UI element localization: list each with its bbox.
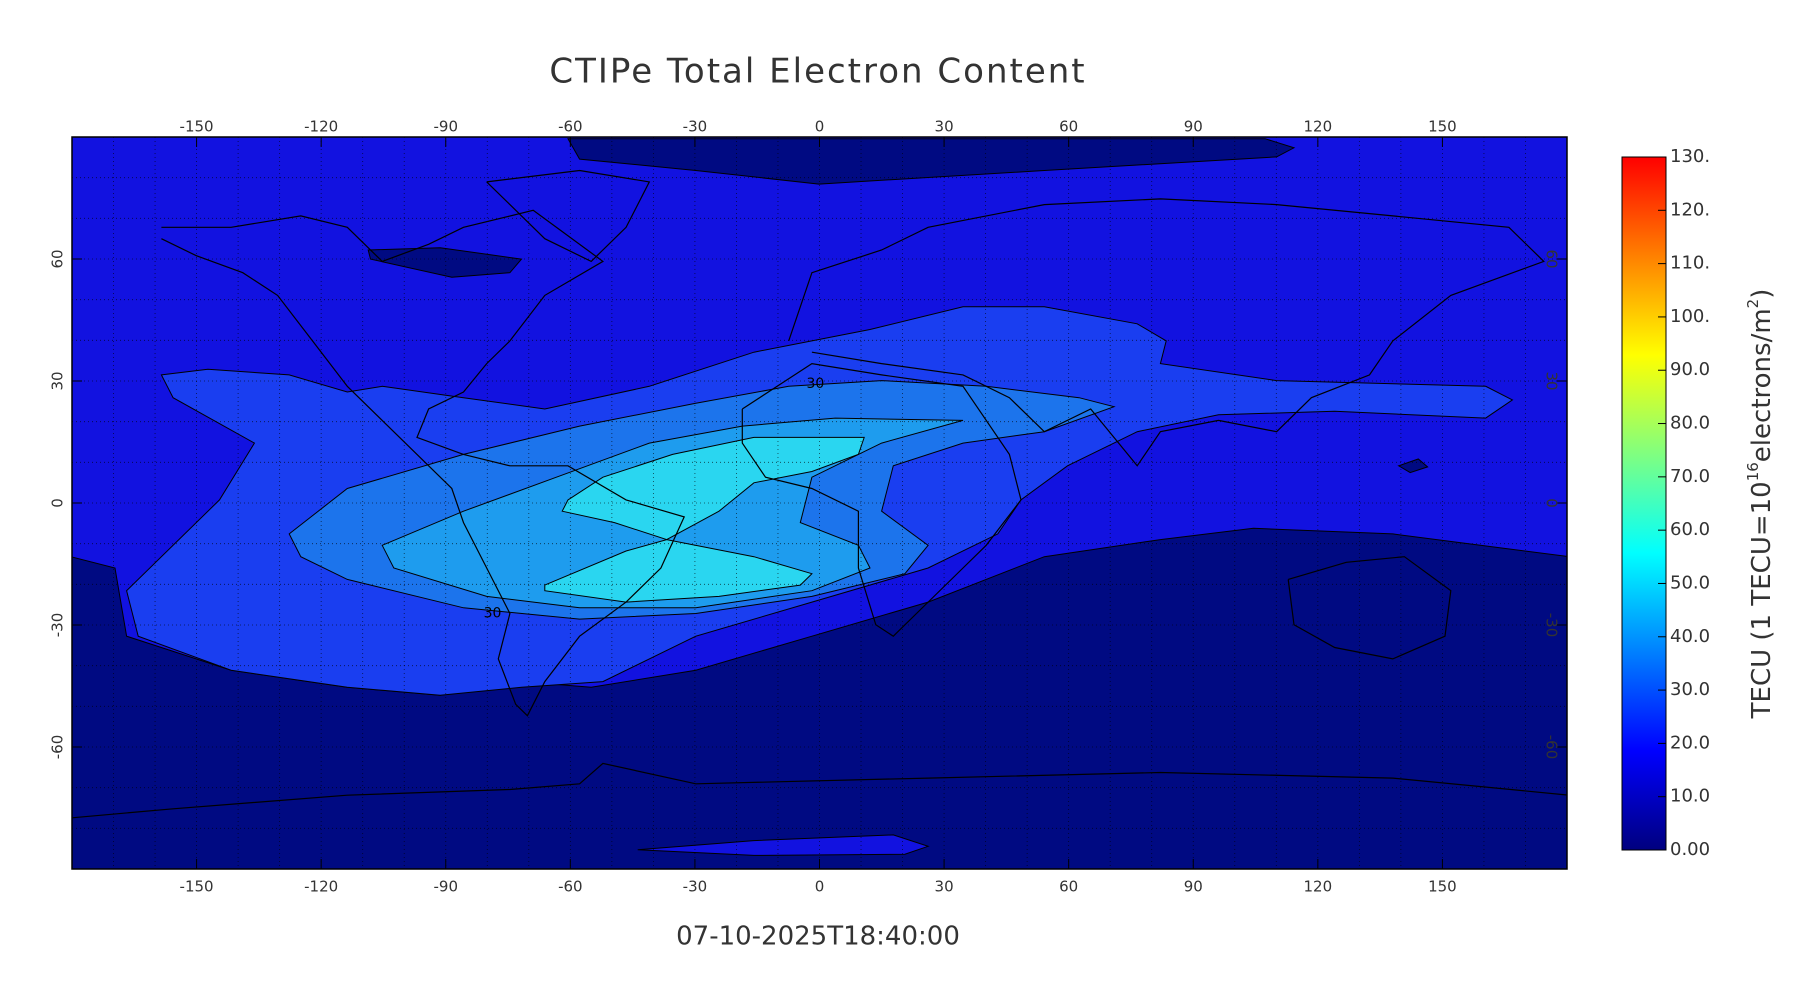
coastline — [161, 209, 686, 717]
x-tick-label-top: 0 — [815, 118, 825, 136]
x-tick-label: -90 — [434, 878, 459, 896]
coastline — [788, 198, 1545, 467]
x-tick-label: 0 — [815, 878, 825, 896]
coastline — [1287, 556, 1452, 660]
x-tick-label-top: -30 — [683, 118, 708, 136]
x-tick-label-top: -60 — [558, 118, 583, 136]
x-tick-label: 120 — [1304, 878, 1333, 896]
map-area: 30 30 — [72, 137, 1567, 869]
x-tick-label: -30 — [683, 878, 708, 896]
colorbar-label-superscript: 16 — [1744, 462, 1762, 481]
colorbar-tick-label: 50.0 — [1670, 572, 1710, 593]
x-tick-label: 30 — [935, 878, 954, 896]
timestamp: 07-10-2025T18:40:00 — [676, 922, 960, 952]
x-tick-label-top: 30 — [935, 118, 954, 136]
coastline — [486, 169, 651, 263]
y-tick-label: -60 — [49, 735, 67, 760]
contour-label: 30 — [807, 376, 825, 392]
colorbar — [1621, 156, 1667, 851]
contour-region — [561, 436, 865, 541]
x-tick-label-top: -150 — [180, 118, 214, 136]
coastline — [741, 362, 1022, 637]
frame: -150-150-120-120-90-90-60-60-30-30003030… — [49, 118, 1568, 896]
colorbar-label-text: ) — [1747, 289, 1777, 299]
colorbar-label-text: electrons/m — [1747, 308, 1777, 462]
y-tick-label-right: -60 — [1543, 735, 1561, 760]
y-tick-label-right: 0 — [1543, 498, 1561, 508]
colorbar-tick-label: 0.00 — [1670, 839, 1710, 860]
y-tick-label: 0 — [49, 498, 67, 508]
x-tick-label: -60 — [558, 878, 583, 896]
contour-label: 30 — [484, 605, 502, 621]
colorbar-tick-label: 30.0 — [1670, 679, 1710, 700]
colorbar-tick-label: 90.0 — [1670, 359, 1710, 380]
x-tick-label: 60 — [1059, 878, 1078, 896]
colorbar-tick-label: 120. — [1670, 199, 1710, 220]
colorbar-tick-label: 60.0 — [1670, 519, 1710, 540]
colorbar-tick-label: 20.0 — [1670, 732, 1710, 753]
x-tick-label-top: 120 — [1304, 118, 1333, 136]
colorbar-tick-label: 10.0 — [1670, 786, 1710, 807]
colorbar-tick-label: 80.0 — [1670, 413, 1710, 434]
y-tick-label: 30 — [49, 371, 67, 390]
contour-region — [637, 834, 930, 856]
colorbar-label: TECU (1 TECU=1016electrons/m2) — [1744, 289, 1777, 720]
y-tick-label-right: -30 — [1543, 613, 1561, 638]
x-tick-label: -150 — [180, 878, 214, 896]
x-tick-label: 150 — [1428, 878, 1457, 896]
y-tick-label-right: 60 — [1543, 249, 1561, 268]
colorbar-label-superscript: 2 — [1744, 299, 1762, 309]
coastline — [72, 762, 1567, 819]
colorbar-tick-label: 110. — [1670, 253, 1710, 274]
colorbar-tick-label: 130. — [1670, 146, 1710, 167]
x-tick-label-top: 60 — [1059, 118, 1078, 136]
contour-region — [544, 539, 813, 603]
x-tick-label-top: -90 — [434, 118, 459, 136]
colorbar-tick-label: 100. — [1670, 306, 1710, 327]
x-tick-label-top: -120 — [304, 118, 338, 136]
x-tick-label: 90 — [1184, 878, 1203, 896]
colorbar-tick-label: 40.0 — [1670, 626, 1710, 647]
y-tick-label-right: 30 — [1543, 371, 1561, 390]
x-tick-label-top: 90 — [1184, 118, 1203, 136]
chart-title: CTIPe Total Electron Content — [549, 52, 1086, 92]
colorbar-tick-label: 70.0 — [1670, 466, 1710, 487]
y-tick-label: 60 — [49, 249, 67, 268]
contour-region — [367, 247, 523, 278]
colorbar-label-text: TECU (1 TECU=10 — [1747, 481, 1777, 719]
x-tick-label-top: 150 — [1428, 118, 1457, 136]
y-tick-label: -30 — [49, 613, 67, 638]
x-tick-label: -120 — [304, 878, 338, 896]
contour-region — [567, 138, 1296, 185]
